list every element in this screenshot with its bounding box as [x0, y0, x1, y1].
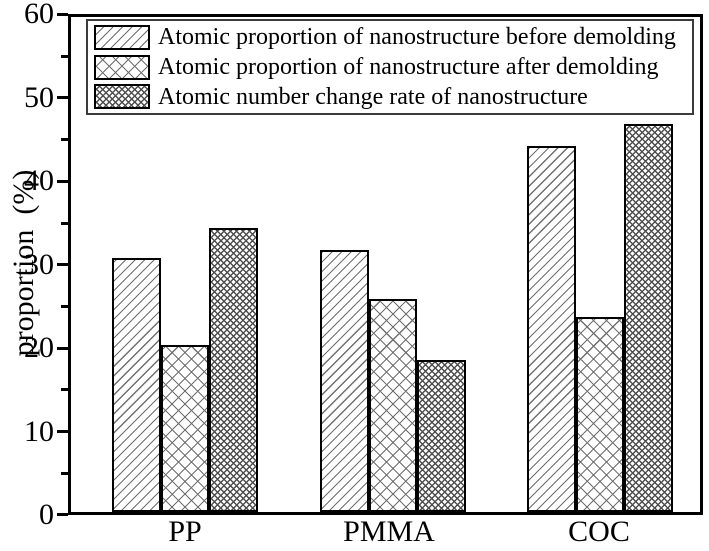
bar-group-pp	[112, 17, 259, 512]
y-tick-label: 50	[24, 81, 54, 114]
legend-row: Atomic number change rate of nanostructu…	[94, 82, 692, 111]
bar-group-pmma	[320, 17, 467, 512]
y-minor-tick	[61, 388, 68, 391]
bar-pmma-before-demolding	[320, 250, 369, 512]
y-major-tick	[57, 263, 68, 266]
bar-coc-change-rate	[624, 124, 674, 512]
bar-pmma-change-rate	[417, 360, 467, 512]
y-tick-label: 0	[39, 498, 54, 531]
x-category-label: COC	[568, 515, 630, 548]
y-minor-tick	[61, 55, 68, 58]
legend-label: Atomic proportion of nanostructure befor…	[158, 24, 676, 51]
y-minor-tick	[61, 472, 68, 475]
legend-label: Atomic number change rate of nanostructu…	[158, 83, 588, 110]
y-minor-tick	[61, 305, 68, 308]
diagonal-hatch-swatch-icon	[94, 24, 150, 50]
y-tick-label: 10	[24, 415, 54, 448]
x-category-label: PMMA	[343, 515, 435, 548]
y-tick-label: 30	[24, 248, 54, 281]
y-major-tick	[57, 513, 68, 516]
legend-label: Atomic proportion of nanostructure after…	[158, 54, 659, 80]
x-category-label: PP	[168, 515, 202, 548]
bar-pmma-after-demolding	[368, 299, 418, 512]
bar-coc-after-demolding	[575, 317, 625, 512]
y-minor-tick	[61, 138, 68, 141]
legend-row: Atomic proportion of nanostructure befor…	[94, 23, 692, 52]
y-tick-label: 20	[24, 331, 54, 364]
bar-pp-after-demolding	[160, 345, 210, 512]
y-tick-label: 60	[24, 0, 54, 30]
y-tick-label: 40	[24, 164, 54, 197]
legend: Atomic proportion of nanostructure befor…	[86, 19, 694, 115]
y-major-tick	[57, 96, 68, 99]
legend-row: Atomic proportion of nanostructure after…	[94, 53, 692, 82]
cross-hatch-swatch-icon	[94, 54, 150, 80]
bar-pp-change-rate	[209, 228, 259, 512]
y-minor-tick	[61, 222, 68, 225]
y-major-tick	[57, 430, 68, 433]
bar-coc-before-demolding	[527, 145, 576, 512]
bar-pp-before-demolding	[112, 257, 161, 512]
dense-cross-hatch-swatch-icon	[94, 84, 150, 110]
y-major-tick	[57, 180, 68, 183]
y-major-tick	[57, 347, 68, 350]
bar-group-coc	[527, 17, 674, 512]
y-major-tick	[57, 13, 68, 16]
